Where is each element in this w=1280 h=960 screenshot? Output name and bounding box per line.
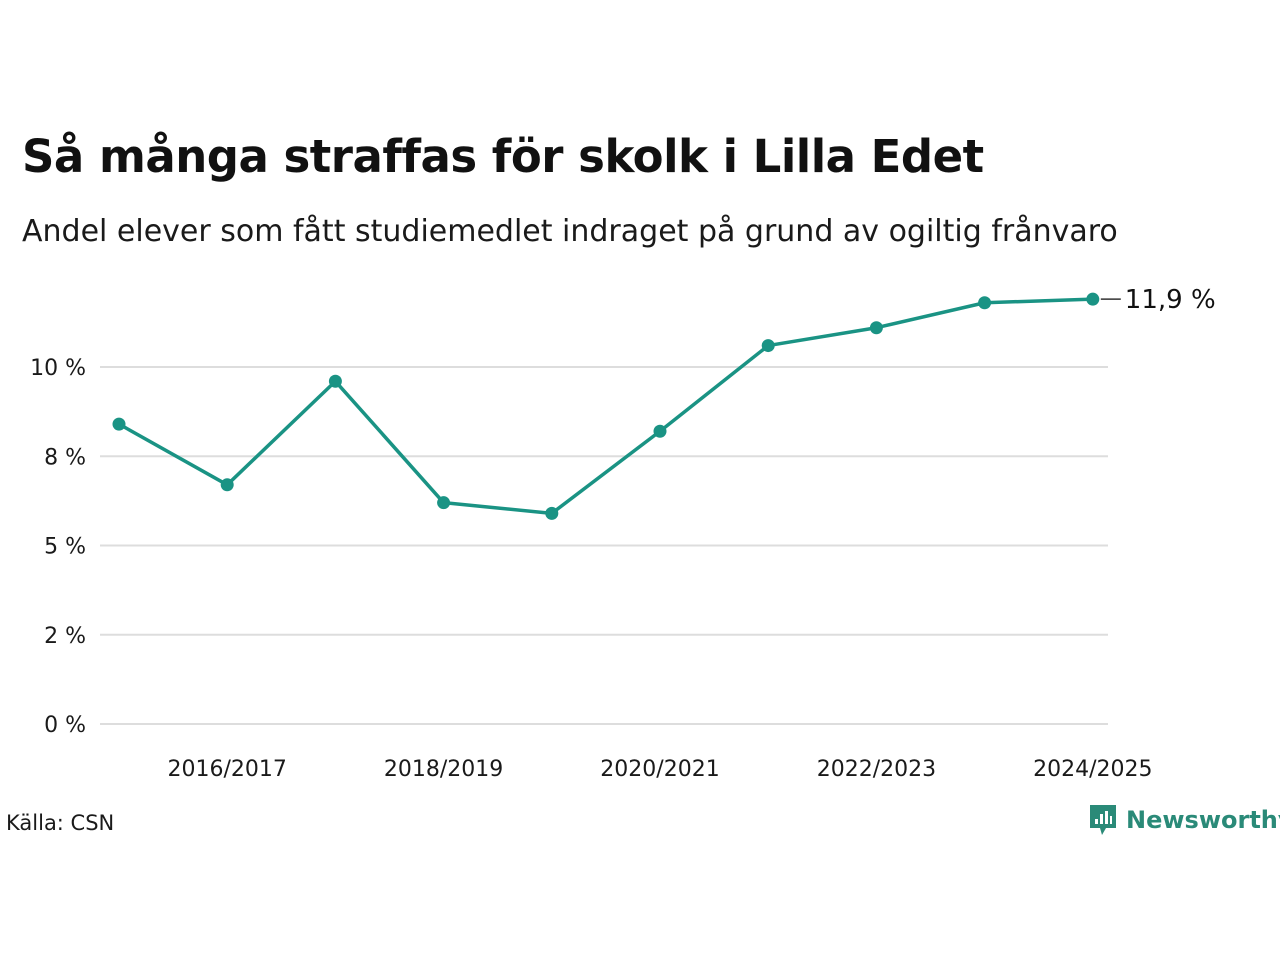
newsworthy-logo-icon: [1090, 805, 1116, 835]
y-tick-label: 2 %: [44, 624, 86, 649]
chart-title: Så många straffas för skolk i Lilla Edet: [22, 130, 984, 183]
x-tick-label: 2022/2023: [817, 757, 936, 782]
x-tick-label: 2024/2025: [1033, 757, 1152, 782]
brand-logo: Newsworthy: [1088, 803, 1280, 837]
x-tick-label: 2016/2017: [168, 757, 287, 782]
x-tick-label: 2020/2021: [600, 757, 719, 782]
x-tick-label: 2018/2019: [384, 757, 503, 782]
data-point: [220, 478, 234, 492]
y-axis-ticks: 0 % 2 % 5 % 8 % 10 %: [30, 356, 86, 738]
y-tick-label: 0 %: [44, 713, 86, 738]
y-tick-label: 8 %: [44, 445, 86, 470]
grid-layer: [100, 366, 1108, 725]
data-point: [978, 296, 992, 310]
chart-subtitle: Andel elever som fått studiemedlet indra…: [22, 214, 1118, 249]
data-point: [112, 417, 126, 431]
y-tick-label: 10 %: [30, 356, 86, 381]
series-line: [117, 297, 1095, 516]
data-point: [545, 506, 559, 520]
y-tick-label: 5 %: [44, 535, 86, 560]
data-point: [653, 424, 667, 438]
series-layer: 11,9 %: [112, 285, 1216, 520]
data-point: [328, 374, 342, 388]
end-value-label: 11,9 %: [1125, 285, 1216, 315]
brand-name: Newsworthy: [1126, 806, 1280, 834]
x-axis-ticks: 2016/2017 2018/2019 2020/2021 2022/2023 2024…: [168, 757, 1153, 782]
source-label: Källa: CSN: [6, 811, 115, 835]
data-point: [761, 339, 775, 353]
data-point: [1086, 292, 1100, 306]
data-point: [869, 321, 883, 335]
data-point: [437, 496, 451, 510]
